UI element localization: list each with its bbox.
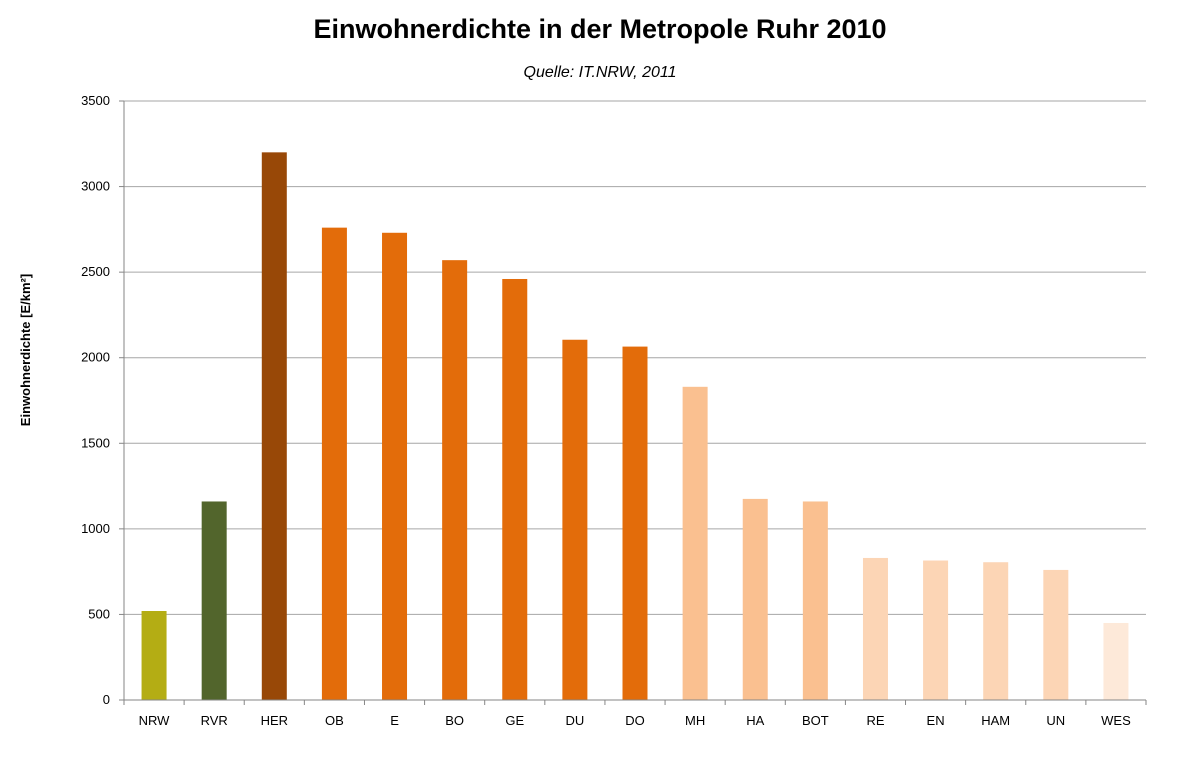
y-tick-label: 3500 [81, 93, 110, 108]
x-tick-label: HER [261, 713, 288, 728]
x-tick-label: NRW [139, 713, 171, 728]
x-tick-label: RE [866, 713, 884, 728]
x-tick-label: DU [565, 713, 584, 728]
bar-mh [682, 386, 708, 700]
bar-ge [502, 278, 528, 700]
bar-un [1043, 569, 1069, 700]
bar-do [622, 346, 648, 700]
y-axis-title: Einwohnerdichte [E/km²] [18, 274, 33, 426]
x-tick-label: MH [685, 713, 705, 728]
y-tick-label: 1000 [81, 521, 110, 536]
x-tick-label: GE [505, 713, 524, 728]
bar-du [562, 339, 588, 700]
x-tick-label: RVR [201, 713, 228, 728]
bar-e [382, 232, 408, 700]
bar-her [261, 152, 287, 701]
x-tick-label: EN [927, 713, 945, 728]
axis-layer: 0 500 1000 1500 2000 2500 3000 3500 NRW RVR HER OB E… [81, 93, 1147, 728]
x-tick-label: BO [445, 713, 464, 728]
y-tick-label: 0 [103, 692, 110, 707]
y-tick-label: 500 [88, 606, 110, 621]
x-tick-label: E [390, 713, 399, 728]
x-tick-label: BOT [802, 713, 829, 728]
bar-ham [983, 562, 1009, 700]
x-tick-label: HAM [981, 713, 1010, 728]
y-tick-label: 2500 [81, 264, 110, 279]
chart-subtitle: Quelle: IT.NRW, 2011 [523, 64, 677, 81]
bar-en [923, 560, 949, 700]
bar-nrw [141, 611, 167, 700]
y-tick-label: 2000 [81, 350, 110, 365]
chart-title: Einwohnerdichte in der Metropole Ruhr 20… [313, 14, 887, 44]
bar-bo [442, 260, 468, 700]
bar-rvr [201, 501, 227, 700]
x-tick-label: DO [625, 713, 645, 728]
bar-wes [1103, 622, 1129, 700]
x-tick-label: UN [1046, 713, 1065, 728]
bar-re [862, 557, 888, 700]
bars-layer [141, 152, 1129, 701]
x-tick-label: OB [325, 713, 344, 728]
x-tick-label: WES [1101, 713, 1131, 728]
bar-bot [802, 501, 828, 700]
y-tick-label: 1500 [81, 435, 110, 450]
bar-ob [321, 227, 347, 700]
y-tick-label: 3000 [81, 179, 110, 194]
x-tick-label: HA [746, 713, 764, 728]
bar-ha [742, 498, 768, 700]
